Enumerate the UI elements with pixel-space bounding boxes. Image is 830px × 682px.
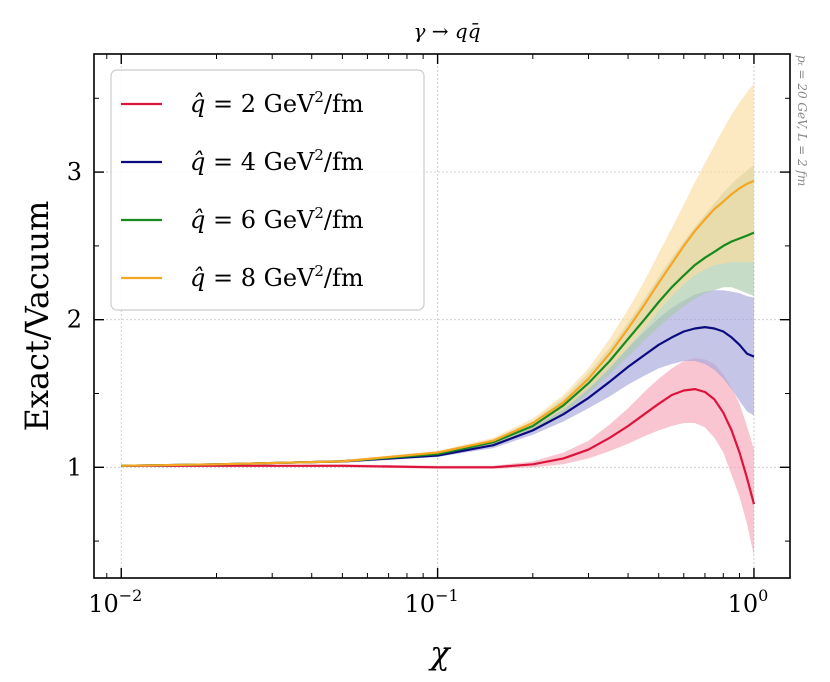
band-qhat-2 <box>121 358 755 556</box>
legend-box <box>110 69 425 311</box>
y-tick-label: 1 <box>67 453 82 481</box>
y-tick-label: 2 <box>67 306 82 334</box>
line-qhat-4 <box>121 326 755 467</box>
axis-ticks: 10−2 10−1 100 1 2 3 <box>67 54 790 618</box>
plot-frame <box>93 53 791 579</box>
side-annotation: pₜ = 20 GeV, L = 2 fm <box>795 55 809 186</box>
legend-label: q̂ = 2 GeV2/fm <box>190 88 364 118</box>
legend-label: q̂ = 8 GeV2/fm <box>190 262 364 292</box>
y-tick-label: 3 <box>67 158 82 186</box>
x-tick-label: 10−2 <box>88 586 142 618</box>
legend-label: q̂ = 6 GeV2/fm <box>190 204 364 234</box>
series-lines <box>121 179 756 505</box>
line-qhat-6 <box>121 231 755 467</box>
line-qhat-8 <box>121 179 755 467</box>
x-tick-label: 100 <box>728 586 769 618</box>
x-axis-title: χ <box>428 634 451 672</box>
y-axis-title: Exact/Vacuum <box>18 201 56 432</box>
x-tick-label: 10−1 <box>405 586 459 618</box>
legend: q̂ = 2 GeV2/fm q̂ = 4 GeV2/fm q̂ = 6 GeV2/… <box>110 69 425 311</box>
band-qhat-4 <box>121 290 755 466</box>
legend-label: q̂ = 4 GeV2/fm <box>190 146 364 176</box>
line-qhat-2 <box>121 388 756 505</box>
chart-title: γ → qq̄ <box>413 19 480 43</box>
